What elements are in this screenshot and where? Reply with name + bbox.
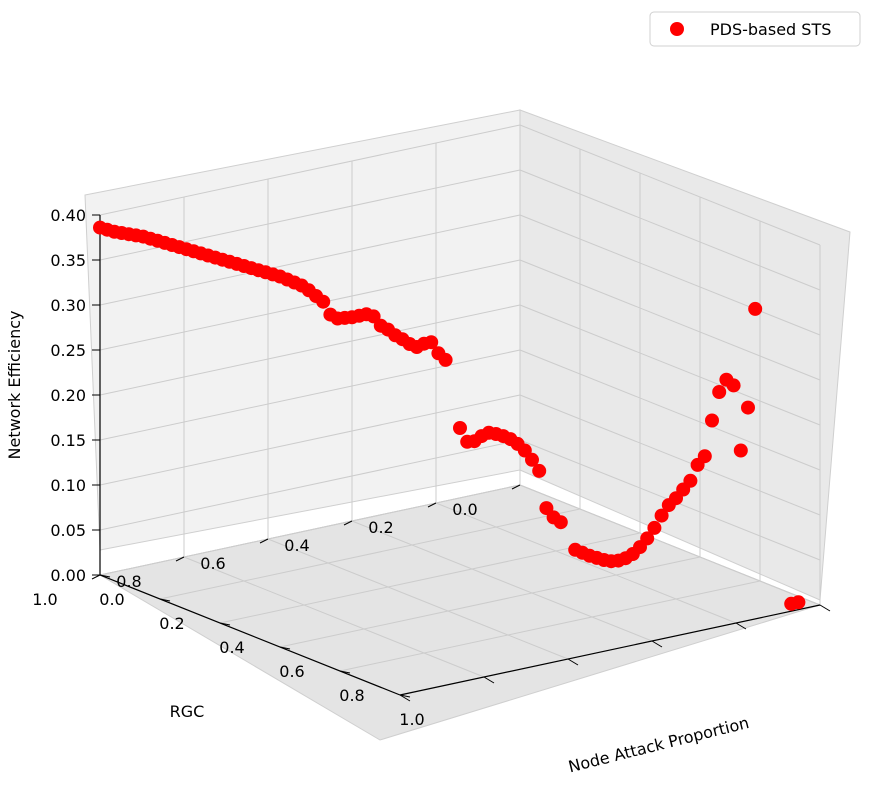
grid-line-right-z-6: [519, 214, 821, 336]
z-axis-label: Network Efficiency: [5, 311, 24, 460]
y-tick-label-5: 1.0: [32, 590, 57, 609]
y-tick-2: [651, 640, 663, 648]
grid-line-floor-y-2: [351, 520, 653, 642]
data-point-0-46: [424, 335, 439, 350]
y-tick-3: [567, 658, 579, 666]
y-tick-4: [483, 676, 495, 684]
grid-line-right-z-5: [519, 259, 821, 381]
z-tick-label-8: 0.40: [50, 206, 86, 225]
data-point-0-31: [316, 294, 331, 309]
data-point-0-83: [705, 413, 719, 428]
z-tick-label-1: 0.05: [50, 521, 86, 540]
y-tick-5: [399, 694, 411, 702]
x-tick-label-1: 0.2: [159, 614, 184, 633]
data-points: [93, 220, 806, 611]
data-point-0-59: [525, 452, 539, 467]
grid-line-left-z-2: [99, 394, 521, 486]
data-point-0-87: [733, 443, 748, 458]
legend-label: PDS-based STS: [710, 20, 831, 39]
grid-line-floor-y-3: [267, 538, 569, 660]
grid-line-left-z-1: [99, 439, 521, 531]
y-axis-label: RGC: [170, 702, 205, 721]
y-left-tick-1: [427, 502, 437, 508]
y-tick-label-1: 0.2: [368, 518, 393, 537]
data-point-0-89: [748, 301, 763, 316]
y-tick-label-2: 0.4: [284, 536, 309, 555]
x-tick-label-2: 0.4: [219, 638, 244, 657]
x-tick-label-3: 0.6: [279, 662, 304, 681]
grid-line-floor-y-4: [183, 556, 485, 678]
x-tick-4: [339, 670, 351, 674]
y-left-tick-4: [175, 556, 185, 562]
legend-frame: [649, 11, 861, 47]
grid-line-left-z-4: [99, 304, 521, 396]
grid-line-floor-x-1: [159, 508, 581, 600]
data-point-0-75: [647, 520, 662, 535]
data-point-0-74: [640, 531, 655, 546]
axes: 0.0 0.2 0.4 0.6 0.8 1.0 0.0 0.2 0.4 0.6 0.8 1.0 0.00…: [32, 206, 831, 729]
x-tick-3: [279, 646, 291, 650]
x-axis-line: [99, 574, 401, 696]
grid-line-left-z-5: [99, 259, 521, 351]
data-point-0-49: [453, 421, 467, 435]
data-point-0-80: [683, 473, 698, 488]
data-point-0-82: [697, 449, 712, 464]
grid-line-right-z-8: [519, 124, 821, 246]
z-tick-label-0: 0.00: [50, 566, 86, 585]
grid-line-left-z-6: [99, 214, 521, 306]
grid-line-floor-y-1: [435, 502, 737, 624]
y-tick-label-0: 0.0: [452, 500, 477, 519]
y-left-tick-2: [343, 520, 353, 526]
grid-line-floor-x-4: [339, 580, 761, 672]
grid-line-right-z-4: [519, 304, 821, 426]
data-point-0-76: [654, 508, 669, 523]
z-tick-label-6: 0.30: [50, 296, 86, 315]
grid-line-floor-x-3: [279, 556, 701, 648]
y-tick-label-4: 0.8: [116, 572, 141, 591]
z-tick-label-3: 0.15: [50, 431, 86, 450]
grid-line-right-z-7: [519, 169, 821, 291]
data-point-0-86: [726, 378, 741, 393]
grid-line-right-z-3: [519, 349, 821, 471]
z-tick-label-4: 0.20: [50, 386, 86, 405]
data-point-0-91: [791, 595, 806, 610]
y-tick-1: [735, 622, 747, 630]
y-left-tick-0: [511, 484, 521, 490]
y-left-tick-3: [259, 538, 269, 544]
legend-marker: [670, 22, 684, 36]
z-tick-label-5: 0.25: [50, 341, 86, 360]
x-tick-label-5: 1.0: [399, 710, 424, 729]
grid-line-floor-x-0: [99, 484, 521, 576]
data-point-0-88: [741, 400, 755, 415]
x-tick-1: [159, 598, 171, 602]
grid-line-right-z-2: [519, 394, 821, 516]
x-tick-label-0: 0.0: [99, 590, 124, 609]
grid-line-floor-y-0: [519, 484, 821, 606]
x-tick-0: [99, 574, 111, 578]
z-tick-label-7: 0.35: [50, 251, 86, 270]
x-tick-2: [219, 622, 231, 626]
data-point-0-84: [712, 385, 727, 399]
z-tick-label-2: 0.10: [50, 476, 86, 495]
data-point-0-60: [532, 463, 547, 478]
data-point-0-63: [553, 515, 568, 530]
x-tick-label-4: 0.8: [339, 686, 364, 705]
y-tick-0: [819, 604, 831, 612]
y-tick-label-3: 0.6: [200, 554, 225, 573]
grid-line-left-z-8: [99, 124, 521, 216]
data-point-0-48: [438, 352, 453, 367]
x-tick-5: [399, 694, 411, 698]
y-axis-line: [399, 604, 821, 696]
y-left-tick-5: [91, 574, 101, 580]
legend: PDS-based STS: [649, 11, 861, 47]
